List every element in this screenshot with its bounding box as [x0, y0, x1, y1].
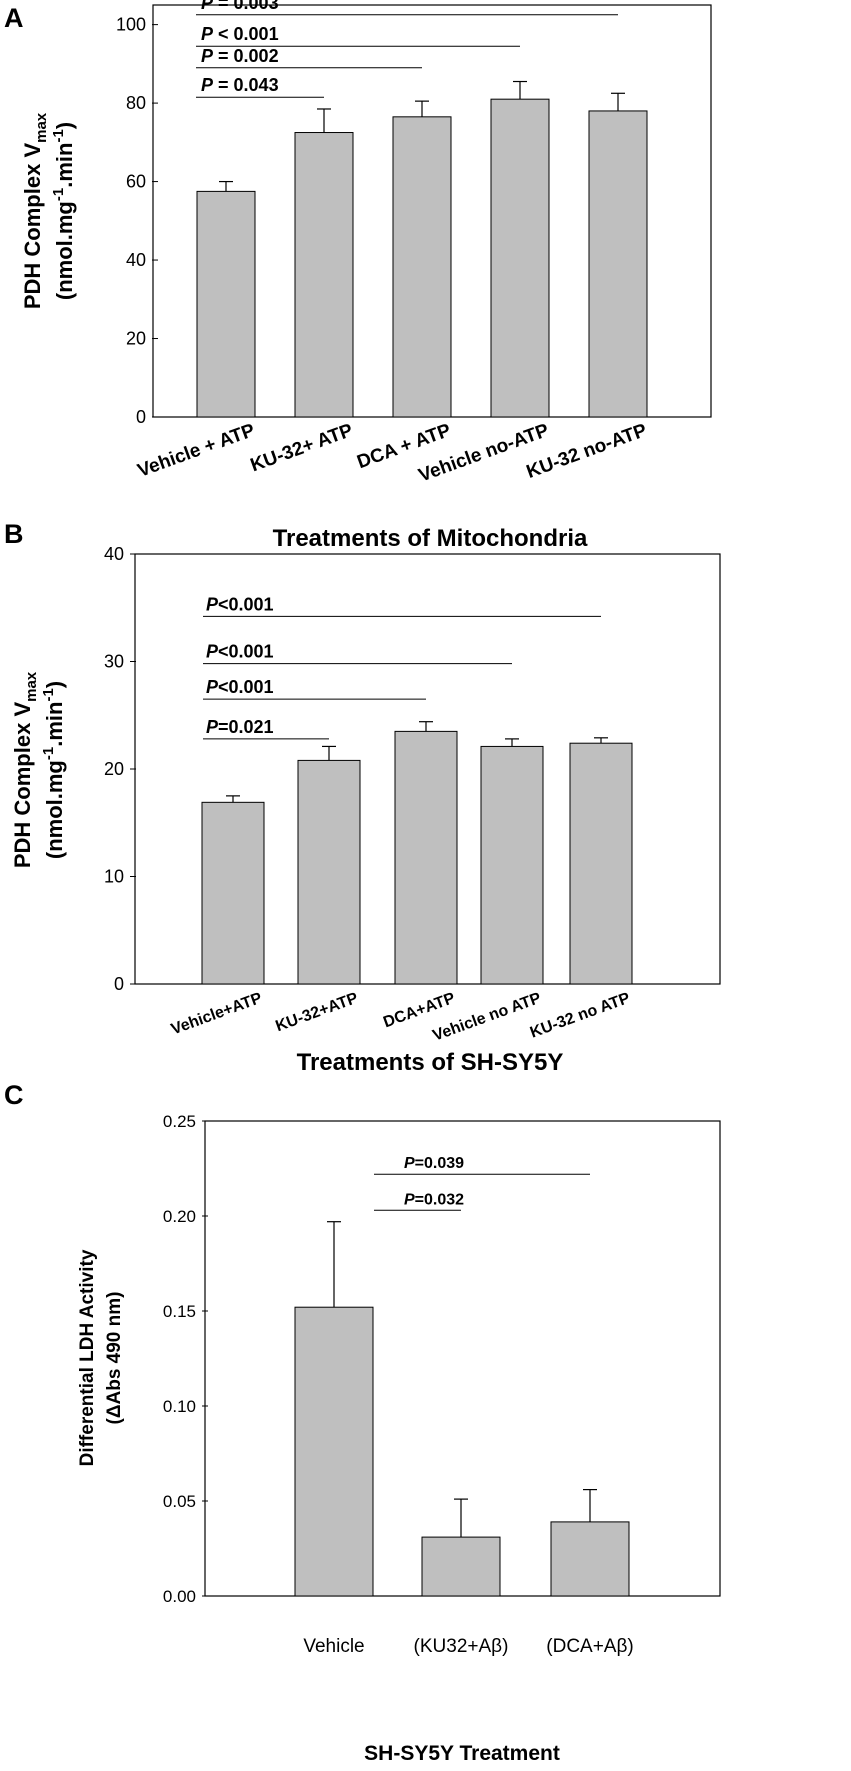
- significance-label: P=0.021: [206, 717, 274, 737]
- bar: [480, 745, 544, 985]
- svg-text:PDH Complex Vmax: PDH Complex Vmax: [10, 671, 40, 868]
- bar: [297, 759, 361, 985]
- significance-label: P<0.001: [206, 677, 274, 697]
- svg-text:Differential LDH Activity: Differential LDH Activity: [77, 1249, 98, 1466]
- panel-c-x-axis-label: SH-SY5Y Treatment: [364, 1742, 560, 1765]
- panel-b-chart: B 0 10 20 30 40 P<0.001 P<0.001 P<0.001 P=0.021…: [4, 520, 721, 1075]
- significance-label: P = 0.002: [201, 46, 279, 66]
- svg-text:PDH Complex Vmax: PDH Complex Vmax: [20, 112, 50, 309]
- y-tick-label: 0.05: [163, 1492, 196, 1511]
- category-label: Vehicle+ATP: [169, 990, 265, 1039]
- panel-c-chart: C 0.00 0.05 0.10 0.15 0.20 0.25 P=0.039 P=0.03…: [4, 1080, 721, 1765]
- y-tick-label: 0: [136, 407, 146, 427]
- bar: [394, 730, 458, 985]
- panel-a-y-axis-label: PDH Complex Vmax (nmol.mg-1.min-1): [20, 112, 77, 309]
- y-tick-label: 0.00: [163, 1587, 196, 1606]
- bar: [550, 1521, 630, 1597]
- bar: [294, 1306, 374, 1597]
- bar: [201, 801, 265, 985]
- bar: [392, 116, 452, 418]
- svg-text:(nmol.mg-1.min-1): (nmol.mg-1.min-1): [50, 122, 77, 300]
- category-label: Vehicle + ATP: [135, 420, 258, 482]
- bar: [196, 190, 256, 418]
- svg-text:(nmol.mg-1.min-1): (nmol.mg-1.min-1): [40, 681, 67, 859]
- category-label: KU-32+ ATP: [248, 420, 356, 476]
- panel-a-x-axis-label: Treatments of Mitochondria: [273, 525, 588, 552]
- significance-label: P=0.039: [404, 1155, 464, 1172]
- panel-c-plot-frame: [204, 1120, 721, 1597]
- y-tick-label: 10: [104, 867, 124, 887]
- category-label: KU-32+ATP: [273, 990, 360, 1036]
- significance-label: P<0.001: [206, 642, 274, 662]
- y-tick-label: 100: [116, 15, 146, 35]
- bar: [294, 132, 354, 418]
- y-tick-label: 20: [126, 329, 146, 349]
- y-tick-label: 0.25: [163, 1112, 196, 1131]
- panel-b-y-axis-label: PDH Complex Vmax (nmol.mg-1.min-1): [10, 671, 67, 868]
- y-tick-label: 80: [126, 93, 146, 113]
- bar: [421, 1536, 501, 1597]
- y-tick-label: 0: [114, 974, 124, 994]
- panel-a-letter: A: [4, 3, 24, 33]
- panel-b-x-axis-label: Treatments of SH-SY5Y: [297, 1049, 564, 1075]
- y-tick-label: 40: [104, 544, 124, 564]
- category-label: KU-32 no ATP: [528, 990, 633, 1042]
- y-tick-label: 40: [126, 250, 146, 270]
- bar: [569, 742, 633, 985]
- panel-c-y-axis-label: Differential LDH Activity (ΔAbs 490 nm): [77, 1249, 125, 1466]
- y-tick-label: 0.20: [163, 1207, 196, 1226]
- y-tick-label: 60: [126, 172, 146, 192]
- significance-label: P < 0.001: [201, 24, 279, 44]
- y-tick-label: 0.15: [163, 1302, 196, 1321]
- y-tick-label: 30: [104, 652, 124, 672]
- svg-text:(ΔAbs 490 nm): (ΔAbs 490 nm): [104, 1292, 125, 1425]
- category-label: Vehicle: [303, 1636, 364, 1657]
- significance-label: P = 0.003: [201, 0, 279, 13]
- bar: [588, 110, 648, 418]
- category-label: (DCA+Aβ): [546, 1636, 633, 1657]
- significance-label: P = 0.043: [201, 75, 279, 95]
- y-tick-label: 20: [104, 759, 124, 779]
- category-label: (KU32+Aβ): [414, 1636, 509, 1657]
- significance-label: P<0.001: [206, 594, 274, 614]
- panel-b-letter: B: [4, 520, 24, 549]
- bar: [490, 98, 550, 418]
- panel-c-letter: C: [4, 1080, 24, 1110]
- y-tick-label: 0.10: [163, 1397, 196, 1416]
- significance-label: P=0.032: [404, 1191, 464, 1208]
